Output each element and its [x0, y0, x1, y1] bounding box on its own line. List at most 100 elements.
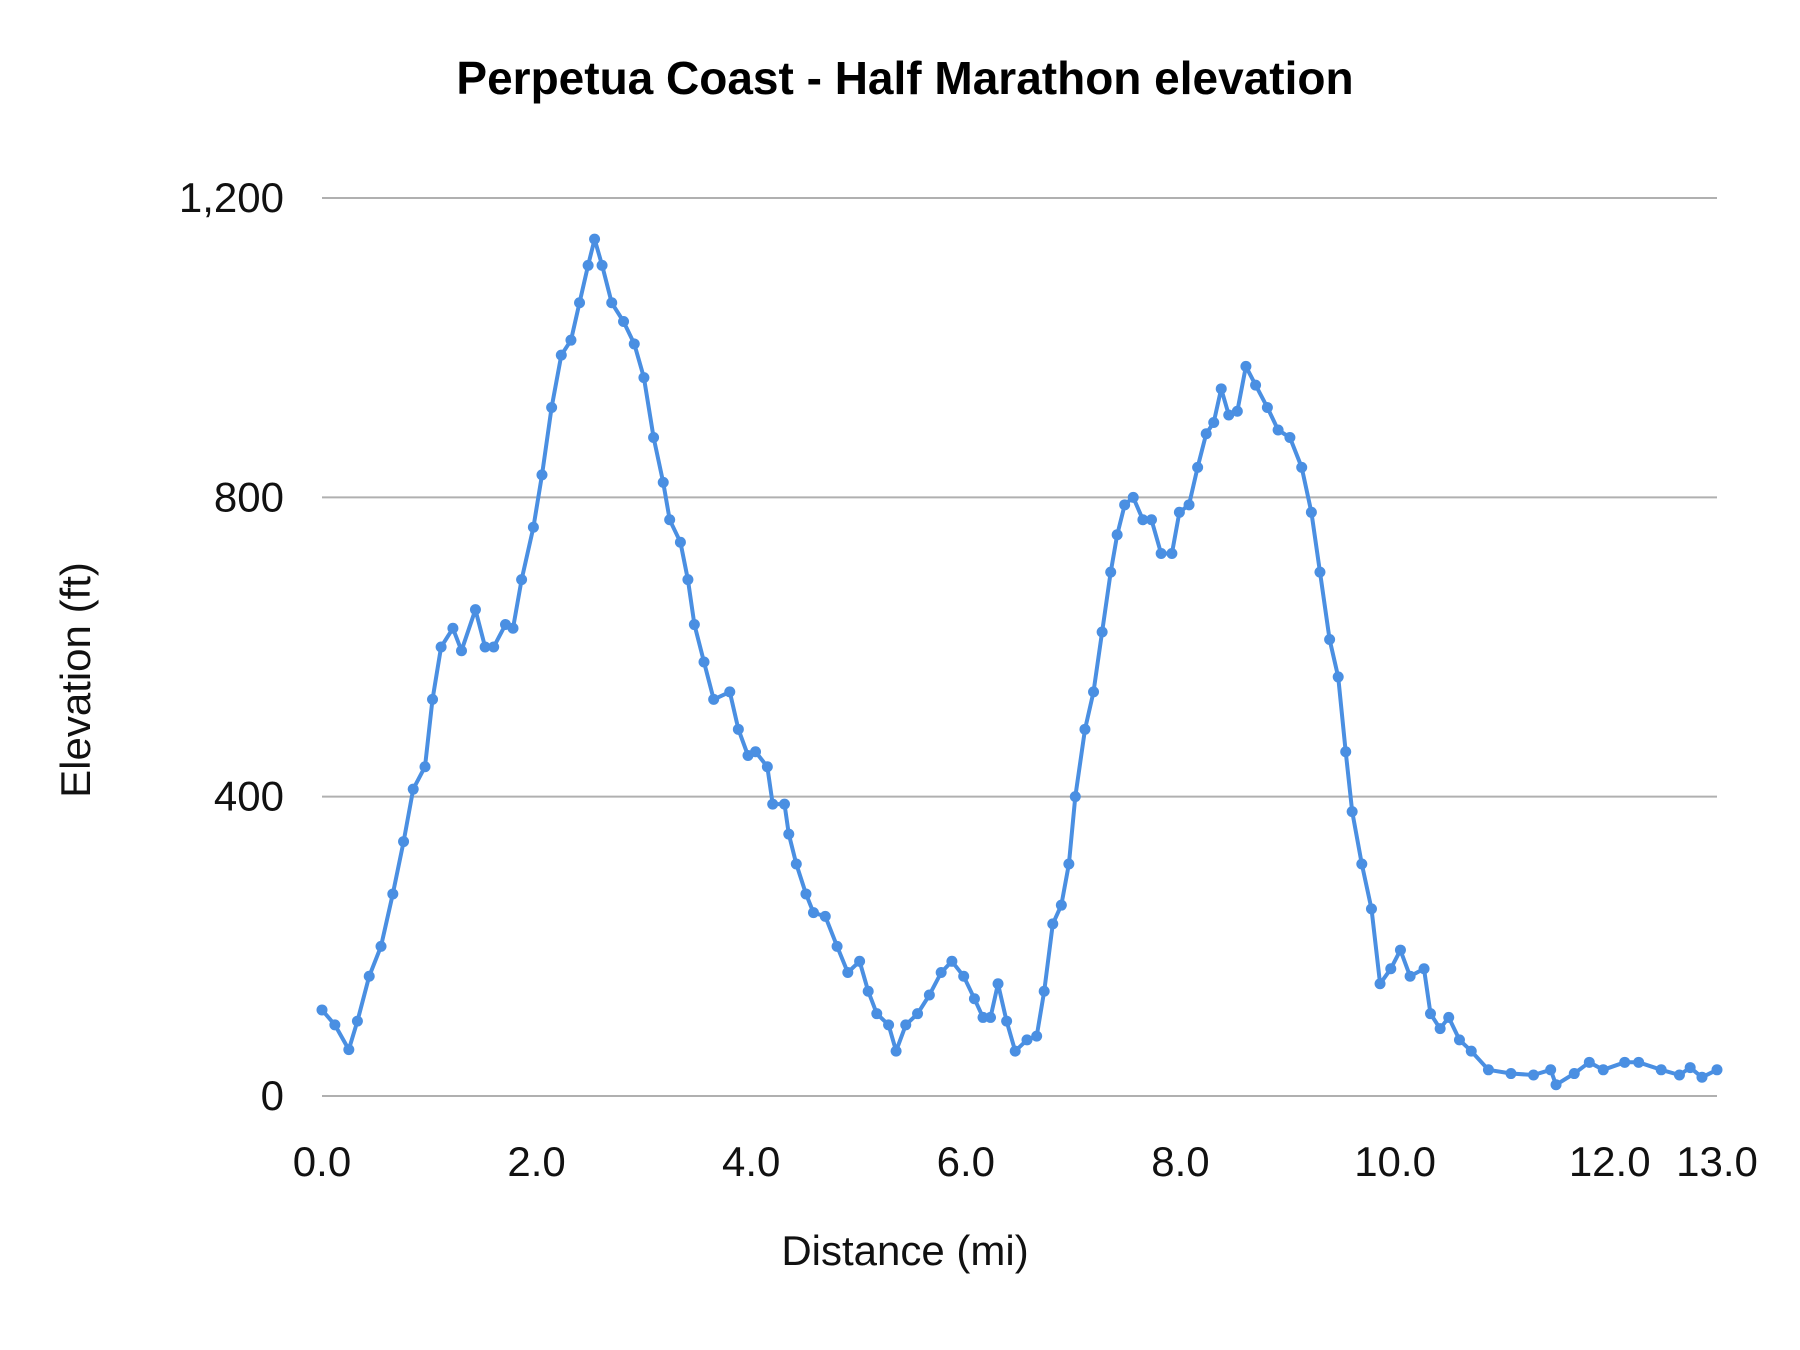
data-point — [1583, 1056, 1595, 1068]
data-point — [1434, 1023, 1446, 1035]
data-point — [783, 828, 795, 840]
y-axis-label: Elevation (ft) — [52, 562, 99, 798]
data-point — [574, 297, 586, 309]
data-point — [589, 233, 601, 245]
data-point — [527, 521, 539, 533]
data-point — [1166, 547, 1178, 559]
data-point — [1356, 858, 1368, 870]
data-point — [387, 888, 399, 900]
gridlines — [322, 197, 1717, 1097]
data-point — [316, 1004, 328, 1016]
data-point — [507, 622, 519, 634]
data-point — [1096, 626, 1108, 638]
data-point — [1155, 547, 1167, 559]
data-point — [992, 978, 1004, 990]
x-tick-label: 6.0 — [937, 1138, 995, 1185]
data-point — [883, 1019, 895, 1031]
data-point — [1482, 1064, 1494, 1076]
data-point — [750, 746, 762, 758]
data-point — [968, 993, 980, 1005]
data-point — [596, 259, 608, 271]
data-point — [536, 469, 548, 481]
y-tick-label: 0 — [261, 1072, 284, 1119]
data-point — [1619, 1056, 1631, 1068]
data-point — [1079, 723, 1091, 735]
x-tick-label: 0.0 — [293, 1138, 351, 1185]
data-point — [618, 315, 630, 327]
data-point — [1137, 514, 1149, 526]
data-point — [1711, 1064, 1723, 1076]
data-point — [698, 656, 710, 668]
data-point — [1261, 402, 1273, 414]
elevation-line — [320, 237, 1718, 1087]
data-point — [1528, 1069, 1540, 1081]
data-point — [1443, 1011, 1455, 1023]
data-point — [1111, 529, 1123, 541]
data-point — [657, 476, 669, 488]
data-point — [1374, 978, 1386, 990]
data-point — [1183, 499, 1195, 511]
data-point — [985, 1011, 997, 1023]
data-point — [1009, 1045, 1021, 1057]
data-point — [854, 955, 866, 967]
data-point — [1340, 746, 1352, 758]
data-point — [732, 723, 744, 735]
data-point — [1284, 431, 1296, 443]
data-point — [664, 514, 676, 526]
data-point — [1250, 379, 1262, 391]
data-point — [1031, 1030, 1043, 1042]
data-point — [1597, 1064, 1609, 1076]
data-point — [1240, 360, 1252, 372]
x-axis-ticks: 0.0 2.0 4.0 6.0 8.0 10.0 12.0 13.0 — [293, 1138, 1758, 1185]
data-point — [842, 967, 854, 979]
data-point — [1069, 791, 1081, 803]
data-point — [761, 761, 773, 773]
data-point — [1145, 514, 1157, 526]
data-point — [1200, 428, 1212, 440]
x-tick-label: 2.0 — [507, 1138, 565, 1185]
data-point — [1192, 461, 1204, 473]
data-point — [790, 858, 802, 870]
data-point — [1655, 1064, 1667, 1076]
x-tick-label: 13.0 — [1676, 1138, 1758, 1185]
data-point — [923, 989, 935, 1001]
data-point — [862, 985, 874, 997]
data-point — [1365, 903, 1377, 915]
data-point — [375, 940, 387, 952]
data-point — [1404, 970, 1416, 982]
data-point — [1231, 405, 1243, 417]
data-point — [555, 349, 567, 361]
data-point — [407, 783, 419, 795]
data-point — [958, 970, 970, 982]
data-point — [912, 1008, 924, 1020]
data-point — [900, 1019, 912, 1031]
data-point — [1346, 806, 1358, 818]
data-point — [1545, 1064, 1557, 1076]
data-point — [606, 297, 618, 309]
y-tick-label: 1,200 — [179, 174, 284, 221]
data-point — [469, 604, 481, 616]
data-point — [1332, 671, 1344, 683]
data-point — [435, 641, 447, 653]
data-point — [807, 907, 819, 919]
data-point — [1021, 1034, 1033, 1046]
y-tick-label: 400 — [214, 773, 284, 820]
data-point — [1119, 499, 1131, 511]
data-point — [1394, 944, 1406, 956]
data-point — [819, 910, 831, 922]
data-point — [674, 536, 686, 548]
data-point — [1696, 1071, 1708, 1083]
data-point — [488, 641, 500, 653]
data-point — [708, 693, 720, 705]
data-point — [456, 645, 467, 657]
data-point — [767, 798, 779, 810]
y-axis-ticks: 0 400 800 1,200 — [179, 174, 284, 1119]
data-point — [1223, 409, 1235, 421]
data-point — [890, 1045, 902, 1057]
data-point — [1127, 491, 1139, 503]
x-axis-label: Distance (mi) — [781, 1227, 1028, 1274]
data-point — [329, 1019, 341, 1031]
data-point — [1208, 417, 1220, 428]
data-point — [1173, 506, 1185, 518]
